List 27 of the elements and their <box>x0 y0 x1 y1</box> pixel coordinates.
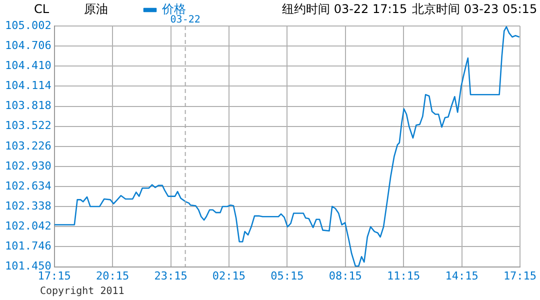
x-tick-label: 08:15 <box>328 269 362 282</box>
x-tick-label: 02:15 <box>212 269 246 282</box>
y-tick-label: 104.706 <box>5 38 52 52</box>
legend-label: 价格 <box>161 2 186 16</box>
y-tick-label: 104.114 <box>5 79 52 92</box>
x-tick-label: 20:15 <box>96 269 130 282</box>
x-tick-label: 23:15 <box>154 269 188 282</box>
y-tick-label: 102.930 <box>5 159 52 172</box>
y-tick-label: 104.410 <box>5 58 52 72</box>
x-tick-label: 05:15 <box>270 269 304 282</box>
y-tick-label: 101.746 <box>5 240 52 253</box>
text: 原油 <box>84 2 108 16</box>
x-tick-label: 17:15 <box>503 269 537 282</box>
text: 北京时间 03-23 05:15 <box>412 2 538 16</box>
ref-line-label: 03-22 <box>170 14 200 26</box>
y-tick-label: 103.818 <box>5 99 52 112</box>
text: 纽约时间 03-22 17:15 <box>282 2 408 16</box>
x-tick-label: 14:15 <box>445 269 478 282</box>
x-tick-label: 11:15 <box>387 269 420 282</box>
y-tick-label: 103.522 <box>5 119 52 132</box>
y-tick-label: 105.002 <box>5 18 52 32</box>
y-tick-label: 102.338 <box>5 199 52 212</box>
text: CL <box>34 2 50 16</box>
y-tick-label: 102.042 <box>5 220 52 233</box>
text: Copyright 2011 <box>40 285 124 299</box>
y-tick-label: 102.634 <box>5 179 52 192</box>
y-tick-label: 103.226 <box>5 139 52 152</box>
